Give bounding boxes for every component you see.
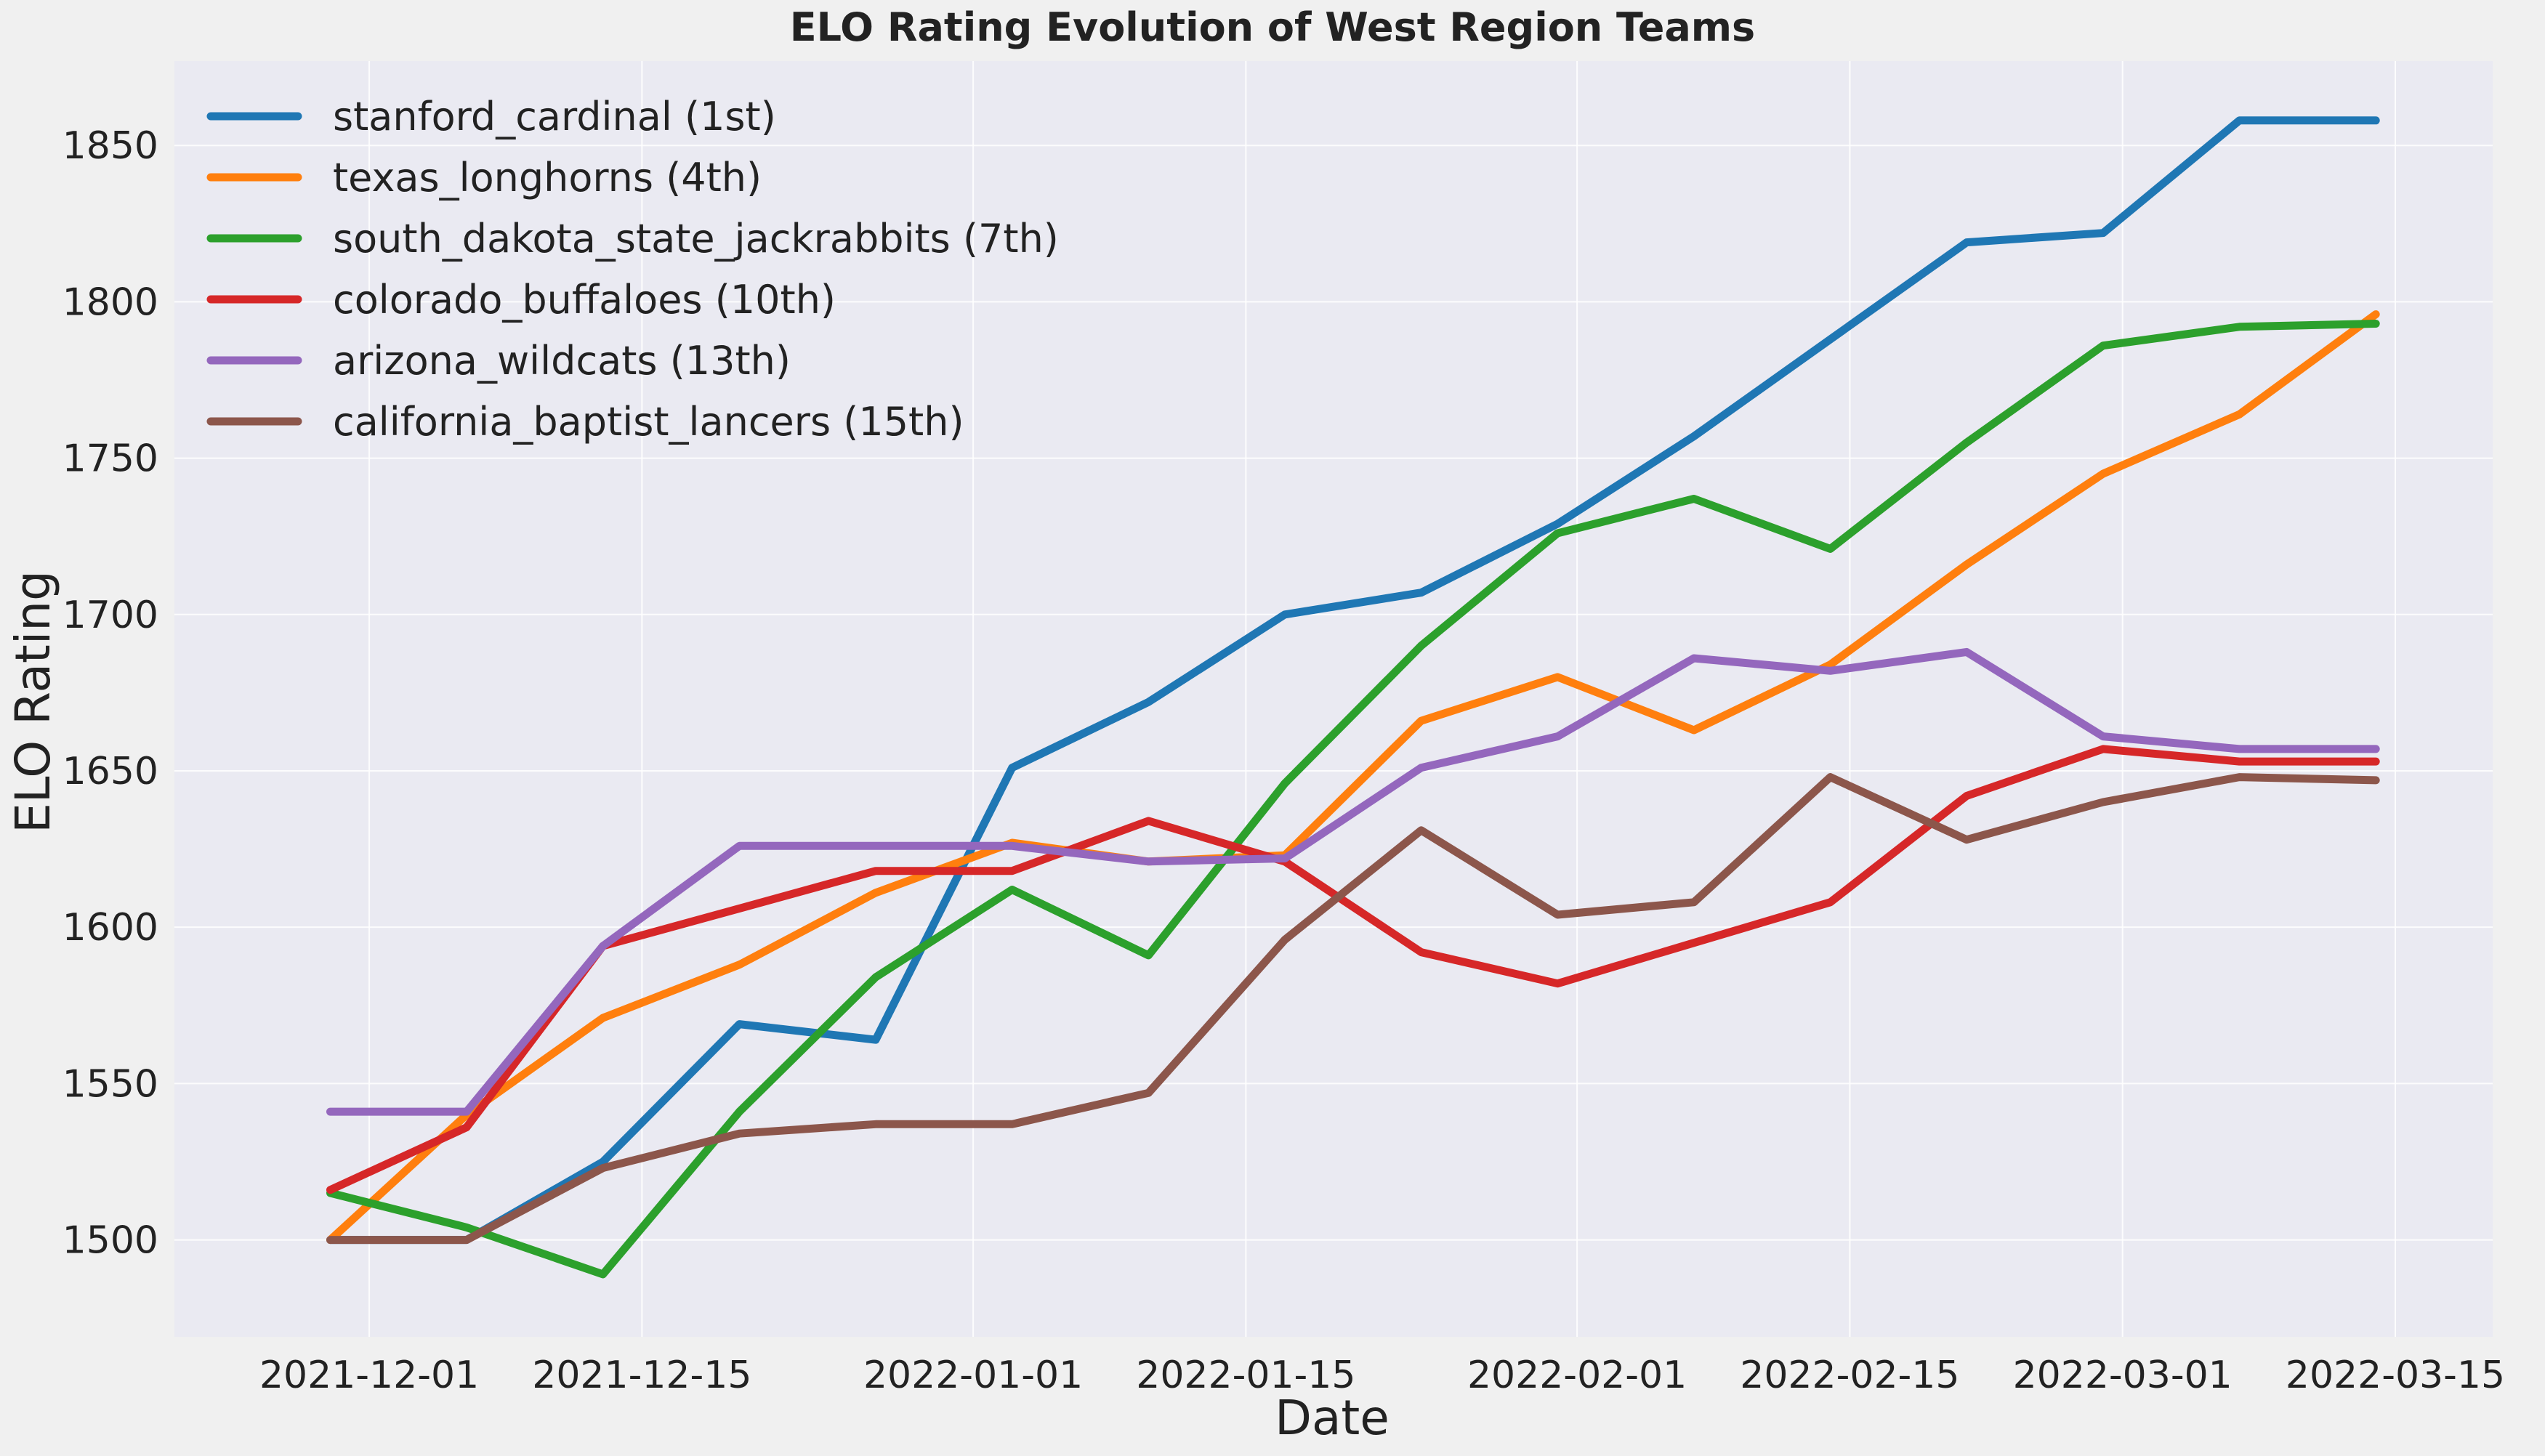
y-axis-label: ELO Rating	[5, 570, 61, 833]
y-tick-label: 1700	[62, 594, 158, 637]
series-line	[326, 116, 2380, 1245]
x-tick-label: 2022-01-01	[863, 1354, 1083, 1397]
x-tick-label: 2021-12-15	[532, 1354, 751, 1397]
x-axis-label: Date	[1275, 1390, 1390, 1446]
legend: stanford_cardinal (1st) texas_longhorns (…	[206, 94, 1059, 445]
series-line	[326, 745, 2380, 1194]
x-tick-label: 2022-01-15	[1136, 1354, 1355, 1397]
plot-area	[174, 61, 2493, 1337]
legend-label: california_baptist_lancers (15th)	[333, 399, 964, 445]
x-tick-label: 2022-03-15	[2286, 1354, 2505, 1397]
x-tick-label: 2021-12-01	[259, 1354, 479, 1397]
grid-layer	[174, 61, 2493, 1337]
series-line	[326, 310, 2380, 1245]
y-tick-label: 1750	[62, 437, 158, 481]
y-tick-label: 1800	[62, 280, 158, 324]
y-tick-label: 1550	[62, 1062, 158, 1106]
y-tick-label: 1600	[62, 906, 158, 950]
series-layer	[326, 116, 2380, 1279]
series-line	[326, 647, 2380, 1116]
x-tick-label: 2022-03-01	[2013, 1354, 2233, 1397]
legend-label: arizona_wildcats (13th)	[333, 338, 791, 384]
legend-label: colorado_buffaloes (10th)	[333, 277, 836, 323]
legend-label: stanford_cardinal (1st)	[333, 94, 776, 139]
x-tick-label: 2022-02-01	[1467, 1354, 1687, 1397]
x-tick-label: 2022-02-15	[1740, 1354, 1959, 1397]
series-line	[326, 773, 2380, 1245]
series-line	[326, 320, 2380, 1279]
y-tick-label: 1850	[62, 124, 158, 168]
chart-title: ELO Rating Evolution of West Region Team…	[790, 4, 1755, 50]
y-tick-label: 1650	[62, 750, 158, 793]
legend-label: texas_longhorns (4th)	[333, 155, 762, 201]
y-tick-label: 1500	[62, 1219, 158, 1263]
tick-layer: 1500 1550 1600 1650 1700 1750 1800 1850 2021-12-…	[62, 124, 2505, 1397]
legend-label: south_dakota_state_jackrabbits (7th)	[333, 216, 1059, 262]
